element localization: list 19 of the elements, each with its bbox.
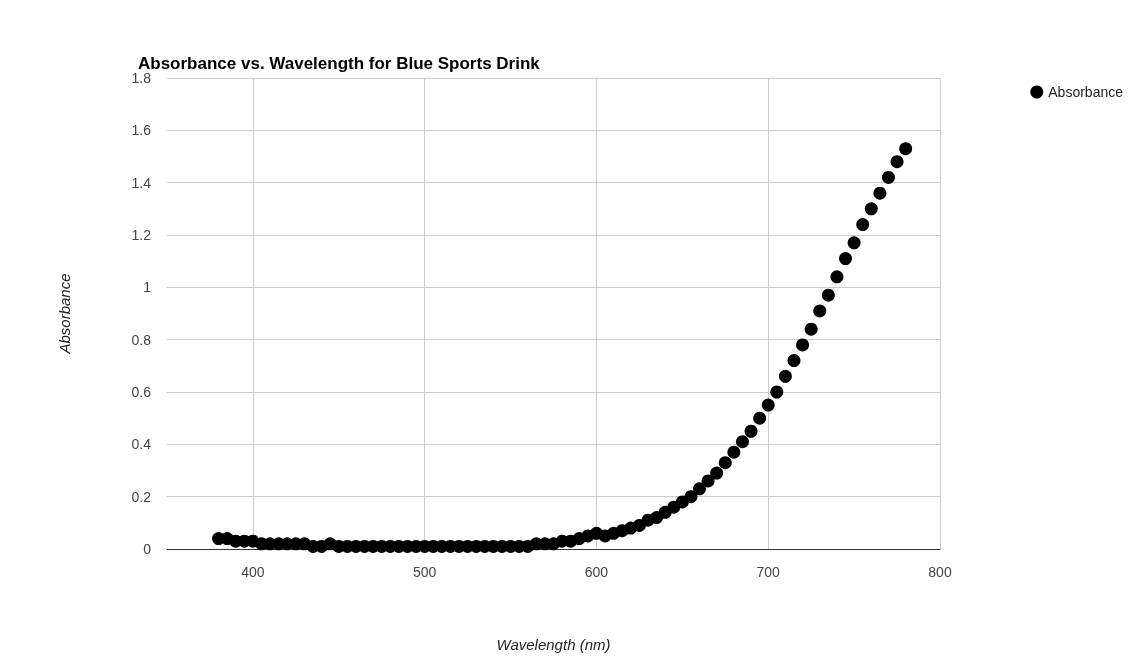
y-tick-label: 1.4 xyxy=(131,174,152,191)
x-tick-label: 400 xyxy=(241,564,265,580)
y-tick-label: 0.6 xyxy=(131,384,152,400)
chart-title: Absorbance vs. Wavelength for Blue Sports Drink xyxy=(138,54,541,73)
y-tick-label: 0.4 xyxy=(131,436,152,453)
y-tick-label: 1.6 xyxy=(131,122,152,139)
y-tick-label: 1 xyxy=(143,279,152,296)
x-tick-label: 800 xyxy=(928,564,952,580)
y-tick-label: 1.2 xyxy=(131,227,152,243)
y-tick-label: 0.2 xyxy=(131,488,152,505)
legend-label: Absorbance xyxy=(1048,84,1124,100)
x-axis-title: Wavelength (nm) xyxy=(496,636,611,653)
y-axis-title: Absorbance xyxy=(56,273,73,355)
y-tick-label: 0.8 xyxy=(131,331,152,348)
y-tick-label: 0 xyxy=(143,541,152,557)
x-tick-label: 600 xyxy=(584,564,609,580)
x-tick-label: 700 xyxy=(756,564,781,580)
x-tick-label: 500 xyxy=(412,564,437,580)
y-tick-label: 1.8 xyxy=(131,70,152,86)
